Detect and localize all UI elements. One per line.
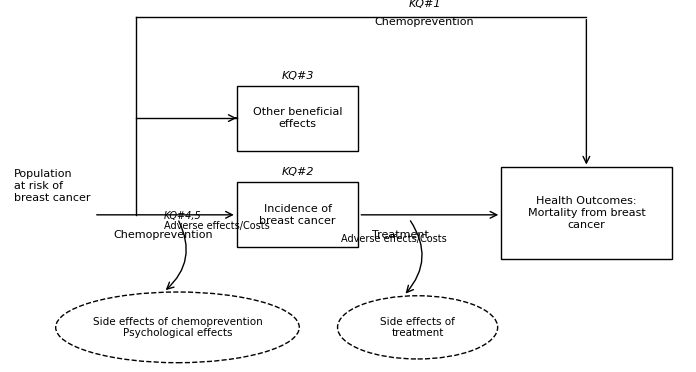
Text: Health Outcomes:
Mortality from breast
cancer: Health Outcomes: Mortality from breast c… bbox=[528, 196, 645, 230]
Text: Side effects of
treatment: Side effects of treatment bbox=[380, 317, 455, 338]
Ellipse shape bbox=[338, 296, 498, 359]
Text: Incidence of
breast cancer: Incidence of breast cancer bbox=[260, 204, 335, 226]
Ellipse shape bbox=[56, 292, 299, 363]
Bar bbox=[501, 167, 672, 259]
Text: Side effects of chemoprevention
Psychological effects: Side effects of chemoprevention Psycholo… bbox=[93, 317, 262, 338]
Text: Treatment: Treatment bbox=[372, 230, 429, 240]
Text: Other beneficial
effects: Other beneficial effects bbox=[253, 107, 342, 129]
Bar bbox=[237, 182, 358, 247]
Text: KQ#3: KQ#3 bbox=[281, 71, 314, 81]
Text: KQ#1: KQ#1 bbox=[409, 0, 441, 9]
Text: KQ#4,5: KQ#4,5 bbox=[164, 211, 201, 221]
Text: Adverse effects/Costs: Adverse effects/Costs bbox=[164, 221, 269, 231]
Text: Population
at risk of
breast cancer: Population at risk of breast cancer bbox=[14, 169, 90, 203]
Text: Adverse effects/Costs: Adverse effects/Costs bbox=[341, 234, 447, 244]
Bar bbox=[237, 86, 358, 151]
Text: Chemoprevention: Chemoprevention bbox=[374, 17, 475, 27]
Text: Chemoprevention: Chemoprevention bbox=[113, 230, 214, 240]
Text: KQ#2: KQ#2 bbox=[281, 167, 314, 177]
